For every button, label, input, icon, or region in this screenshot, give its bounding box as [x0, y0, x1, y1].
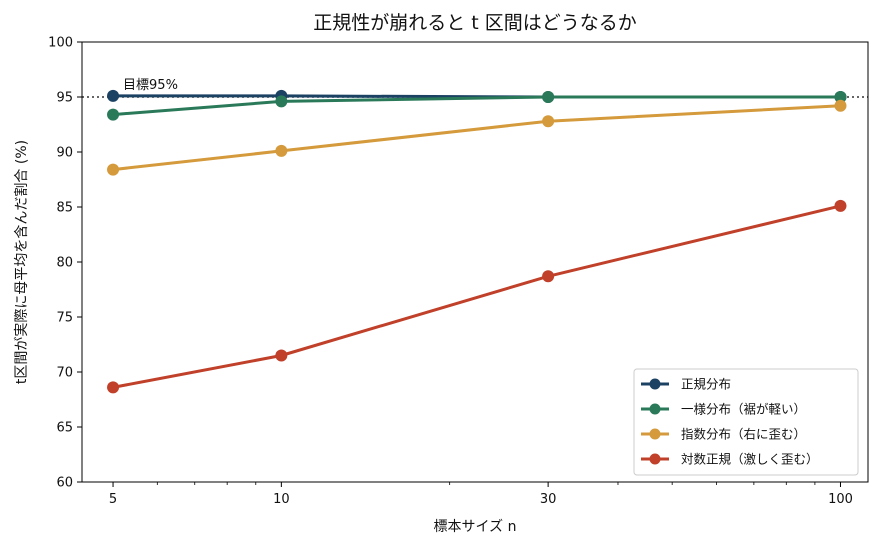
data-point: [275, 95, 288, 108]
y-tick-label: 75: [56, 311, 73, 326]
legend-item: 対数正規（激しく歪む）: [641, 452, 819, 467]
legend-marker: [649, 378, 661, 390]
legend-label: 指数分布（右に歪む）: [681, 427, 806, 442]
data-point: [542, 115, 555, 128]
x-tick-label: 30: [540, 492, 557, 507]
legend-box: [633, 368, 859, 476]
y-tick-label: 90: [56, 146, 73, 161]
data-point: [542, 91, 555, 103]
data-point: [107, 89, 120, 102]
plot-area: 目標95%: [82, 78, 868, 394]
x-axis-label: 標本サイズ n: [434, 519, 517, 535]
series-3: [107, 99, 847, 176]
data-point: [275, 349, 288, 362]
data-point: [834, 91, 847, 103]
data-point: [275, 144, 288, 157]
legend-item: 正規分布: [641, 377, 731, 392]
series-line: [112, 95, 841, 117]
legend-item: 一様分布（裾が軽い）: [641, 402, 806, 417]
legend-label: 対数正規（激しく歪む）: [681, 452, 819, 467]
target-reference-label: 目標95%: [123, 78, 178, 93]
y-tick-label: 100: [48, 36, 73, 51]
y-tick-label: 85: [56, 201, 73, 216]
data-point: [107, 163, 120, 176]
series-line: [112, 204, 841, 389]
data-point: [542, 270, 555, 283]
x-tick-label: 10: [273, 492, 290, 507]
y-tick-label: 80: [56, 256, 73, 271]
y-tick-label: 70: [56, 366, 73, 381]
y-tick-label: 60: [56, 476, 73, 491]
legend-label: 一様分布（裾が軽い）: [681, 402, 806, 417]
series-4: [107, 199, 847, 394]
data-point: [107, 108, 120, 121]
series-line: [112, 104, 841, 172]
y-tick-label: 65: [56, 421, 73, 436]
x-tick-label: 5: [109, 492, 117, 507]
legend-label: 正規分布: [681, 377, 731, 392]
legend-marker: [649, 428, 661, 440]
data-point: [834, 199, 847, 212]
axes: 60 65 70 75 80 85 90 95 100 5 10 30 100: [48, 36, 853, 508]
x-tick-label: 100: [828, 492, 853, 507]
y-axis-label: t区間が実際に母平均を含んだ割合 (%): [13, 140, 30, 384]
legend-marker: [649, 403, 661, 415]
data-point: [107, 381, 120, 394]
data-point: [834, 99, 847, 112]
series-2: [107, 91, 847, 121]
legend-marker: [649, 453, 661, 465]
legend-item: 指数分布（右に歪む）: [641, 427, 806, 442]
y-tick-label: 95: [56, 91, 73, 106]
chart-title: 正規性が崩れると t 区間はどうなるか: [313, 12, 637, 34]
